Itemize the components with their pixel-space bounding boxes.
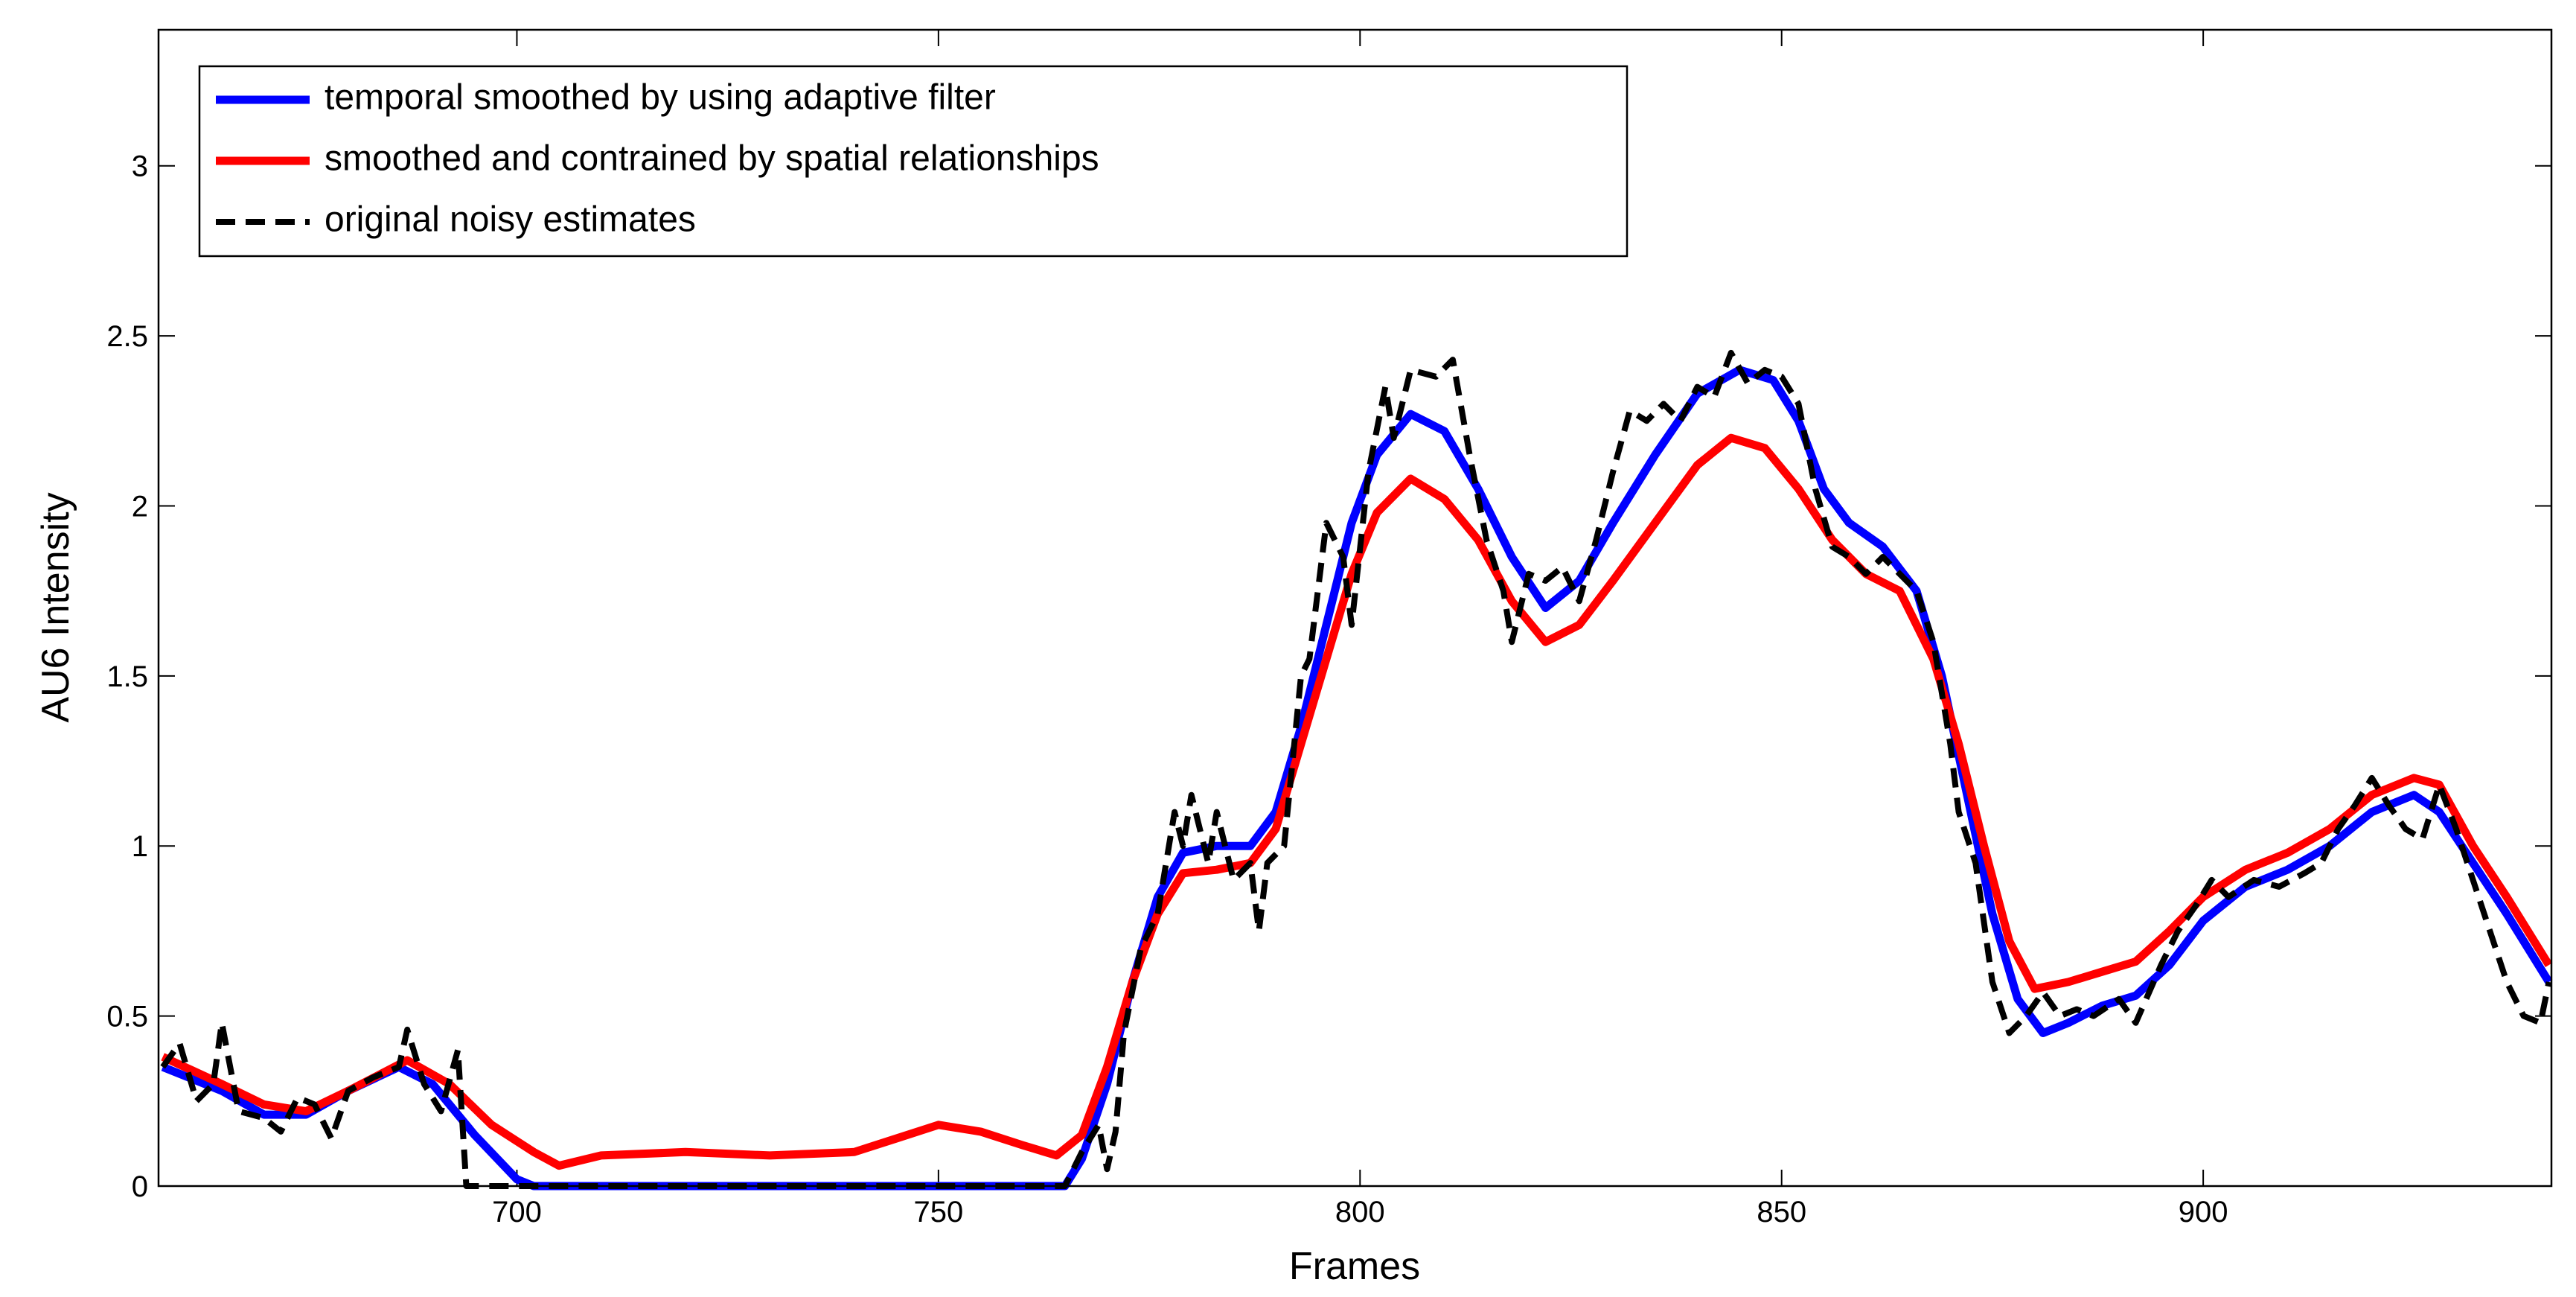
legend-box (198, 65, 1629, 258)
y-tick-label: 0 (132, 1170, 148, 1203)
x-axis-label: Frames (1289, 1245, 1420, 1288)
y-tick-label: 0.5 (106, 1001, 148, 1033)
x-tick-label: 800 (1335, 1196, 1385, 1229)
x-tick-label: 750 (914, 1196, 964, 1229)
x-tick-label: 850 (1757, 1196, 1806, 1229)
legend-label: original noisy estimates (325, 200, 696, 240)
x-tick-label: 700 (492, 1196, 542, 1229)
x-tick-label: 900 (2179, 1196, 2228, 1229)
y-tick-label: 1 (132, 830, 148, 863)
y-tick-label: 3 (132, 150, 148, 183)
y-tick-label: 2.5 (106, 320, 148, 353)
plot-frame (157, 28, 2553, 1188)
series-line (161, 433, 2553, 1170)
y-tick-label: 2 (132, 490, 148, 523)
series-line (160, 349, 2552, 1189)
legend-label: temporal smoothed by using adaptive filt… (325, 78, 996, 118)
y-tick-label: 1.5 (106, 660, 148, 693)
y-axis-label: AU6 Intensity (34, 492, 77, 722)
series-line (161, 366, 2553, 1191)
legend-label: smoothed and contrained by spatial relat… (325, 139, 1099, 179)
